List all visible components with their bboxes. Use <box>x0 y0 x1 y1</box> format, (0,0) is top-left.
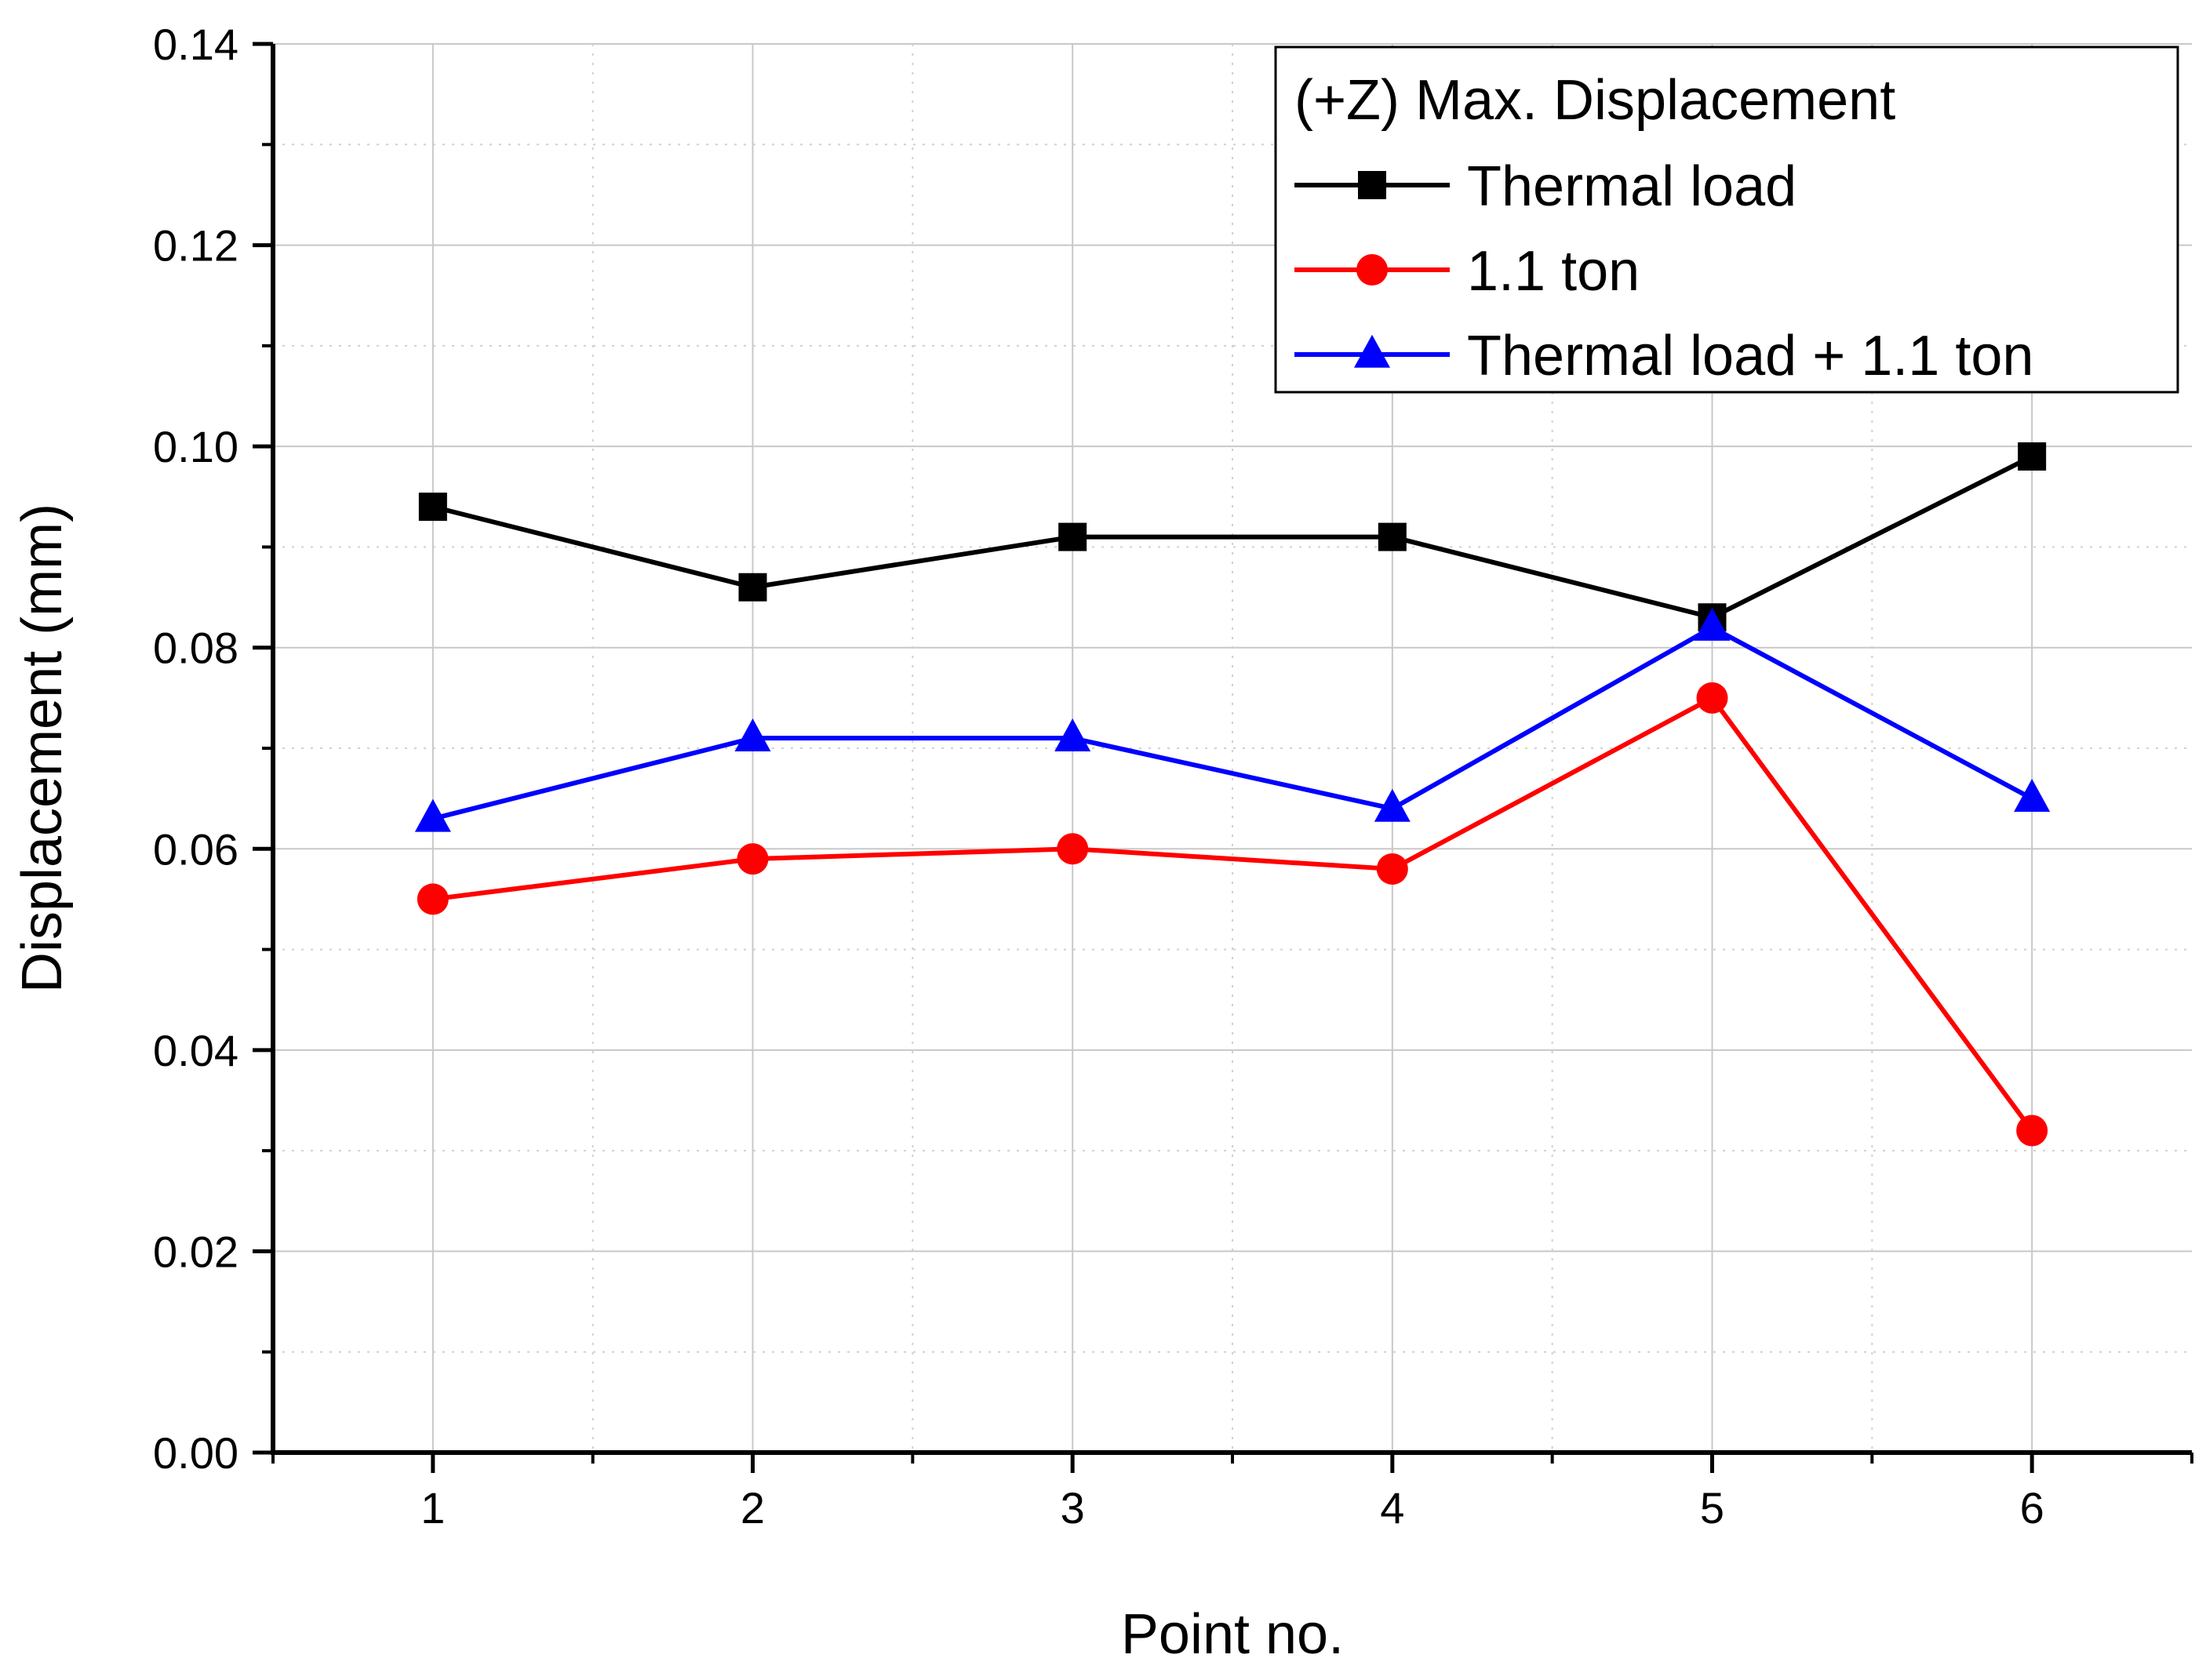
legend-box <box>1274 45 2179 394</box>
legend-title: (+Z) Max. Displacement <box>1294 69 1895 132</box>
x-tick-label: 4 <box>1380 1483 1404 1533</box>
data-point <box>1054 718 1091 751</box>
legend-entry: Thermal load <box>1467 155 1796 218</box>
y-axis-title: Displacement (mm) <box>11 504 74 993</box>
series-line <box>432 695 2034 1133</box>
x-tick-label: 6 <box>2020 1483 2044 1533</box>
x-tick-label: 3 <box>1061 1483 1085 1533</box>
y-tick-label: 0.04 <box>153 1026 238 1075</box>
legend-entry: Thermal load + 1.1 ton <box>1467 325 2033 387</box>
data-point <box>1376 853 1408 885</box>
series-thermal-load <box>418 442 2047 632</box>
y-tick-label: 0.06 <box>153 824 238 874</box>
series-thermal-load-1-1-ton <box>414 607 2051 832</box>
data-point <box>738 573 767 602</box>
y-tick-label: 0.02 <box>153 1227 238 1276</box>
x-axis-title: Point no. <box>1121 1603 1344 1666</box>
x-tick-label: 1 <box>420 1483 445 1533</box>
data-point <box>2016 1115 2048 1147</box>
data-point <box>414 798 451 832</box>
data-point <box>1057 833 1089 865</box>
y-tick-label: 0.14 <box>153 20 238 69</box>
y-tick-label: 0.10 <box>153 422 238 471</box>
data-point <box>1058 522 1087 551</box>
data-point <box>1374 788 1411 822</box>
data-point <box>2018 442 2047 471</box>
tick-labels: 0.00 0.02 0.04 0.06 0.08 0.10 0.12 0.14 1 2 3 4 5 6 <box>153 20 2044 1533</box>
y-tick-label: 0.08 <box>153 624 238 673</box>
data-point <box>2014 778 2051 812</box>
data-point <box>734 718 771 751</box>
data-point <box>1694 607 1731 641</box>
legend-marker <box>1356 254 1388 285</box>
x-tick-label: 2 <box>741 1483 765 1533</box>
y-tick-label: 0.12 <box>153 221 238 271</box>
series-line <box>432 454 2033 620</box>
legend-marker <box>1358 171 1386 199</box>
legend-marker <box>1354 334 1390 368</box>
data-point <box>1378 522 1407 551</box>
legend: (+Z) Max. Displacement Thermal load 1.1 to… <box>1274 45 2179 394</box>
series-line <box>432 625 2033 821</box>
series <box>414 442 2051 1147</box>
x-tick-label: 5 <box>1700 1483 1724 1533</box>
data-point <box>418 493 447 522</box>
legend-entry: 1.1 ton <box>1467 240 1640 303</box>
y-tick-label: 0.00 <box>153 1428 238 1478</box>
data-point <box>737 843 769 875</box>
data-point <box>417 883 449 915</box>
axes <box>253 42 2193 1473</box>
data-point <box>1696 682 1728 714</box>
series-1-1-ton <box>417 682 2048 1147</box>
